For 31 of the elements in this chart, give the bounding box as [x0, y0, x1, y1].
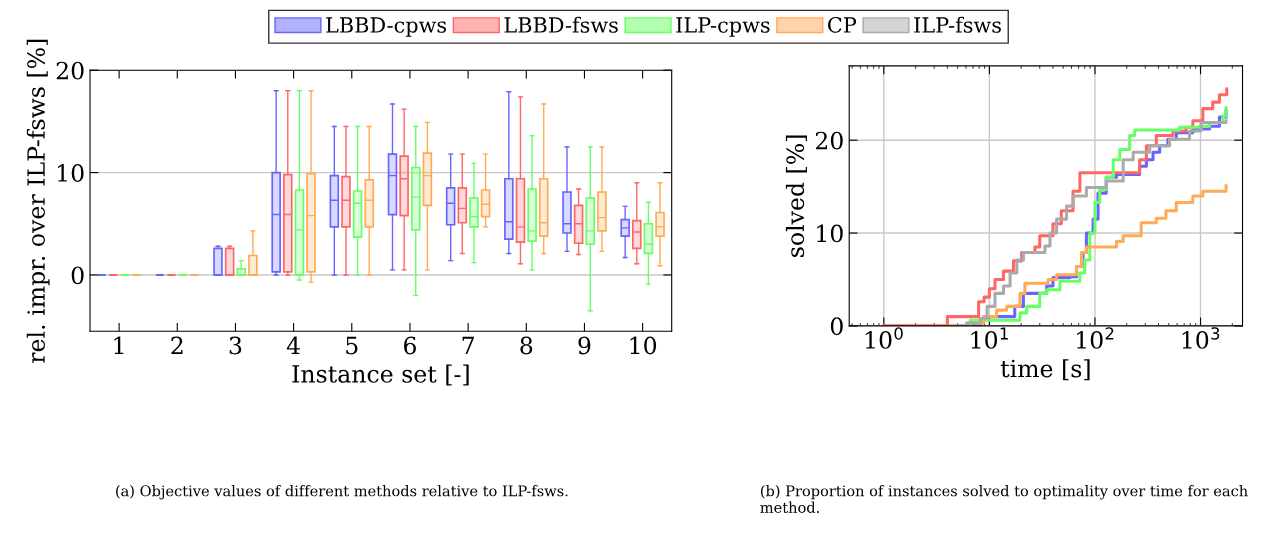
x-tick-label: 10 — [630, 336, 657, 355]
legend-label: ILP-cpws — [676, 17, 770, 37]
legend-label: LBBD-cpws — [326, 17, 447, 37]
x-tick-label: 10$^{0}$ — [865, 327, 903, 349]
x-tick-label: 6 — [404, 336, 416, 355]
x-tick-label: 9 — [578, 336, 591, 355]
y-tick-label: 10 — [817, 224, 843, 243]
legend-label: ILP-fsws — [914, 16, 1001, 33]
x-tick-label: 4 — [286, 336, 300, 355]
x-tick-label: 10$^{1}$ — [971, 327, 1008, 349]
x-tick-label: 2 — [171, 336, 183, 355]
x-tick-label: 8 — [520, 336, 533, 355]
x-tick-label: 7 — [462, 336, 474, 355]
y-axis-title: rel. impr. over ILP-fsws [%] — [26, 39, 50, 363]
y-axis-title: solved [%] — [785, 135, 807, 257]
legend-label: CP — [828, 17, 857, 33]
x-axis-title: Instance set [-] — [292, 364, 469, 386]
text: (b) Proportion of instances solved to optimality over time for each method. — [760, 485, 1248, 513]
legend-label: LBBD-fsws — [504, 16, 618, 33]
x-tick-label: 1 — [114, 336, 124, 355]
x-tick-label: 3 — [229, 336, 242, 355]
y-tick-label: 20 — [815, 131, 843, 150]
x-tick-label: 10$^{3}$ — [1182, 327, 1220, 349]
y-tick-label: 20 — [56, 61, 84, 80]
y-tick-label: 0 — [830, 317, 843, 336]
x-axis-title: time [s] — [1000, 359, 1090, 381]
x-tick-label: 5 — [346, 336, 358, 355]
text: (a) Objective values of different methods relative to ILP-fsws. — [116, 485, 568, 500]
y-tick-label: 10 — [58, 164, 84, 182]
y-tick-label: 0 — [71, 266, 84, 285]
x-tick-label: 10$^{2}$ — [1077, 327, 1114, 349]
